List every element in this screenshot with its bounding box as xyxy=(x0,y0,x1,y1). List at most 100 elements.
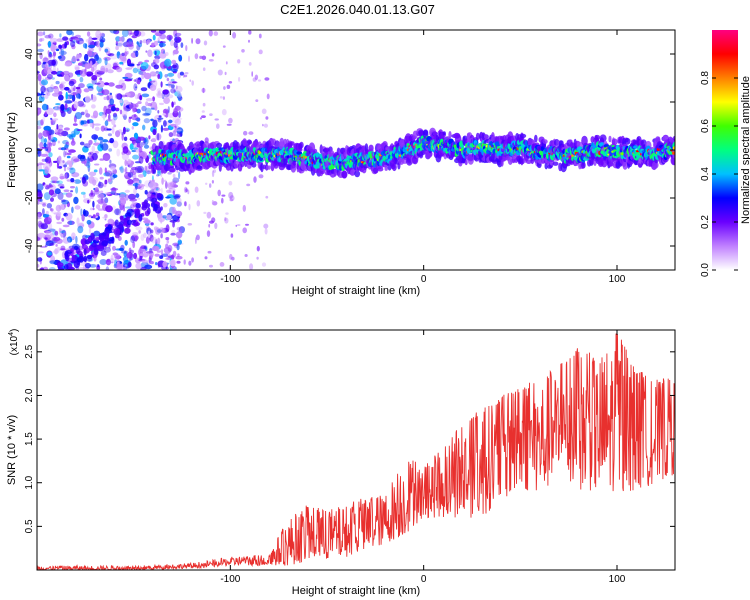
heatmap-cell xyxy=(173,30,178,38)
heatmap-cell xyxy=(57,262,64,268)
heatmap-cell xyxy=(187,223,193,226)
heatmap-cell xyxy=(57,191,64,200)
heatmap-cell xyxy=(94,126,100,131)
heatmap-cell xyxy=(86,31,91,37)
heatmap-cell xyxy=(177,117,183,120)
heatmap-cell xyxy=(121,133,124,141)
heatmap-cell xyxy=(373,167,379,174)
heatmap-cell xyxy=(166,240,170,244)
heatmap-cell xyxy=(50,117,53,120)
heatmap-cell xyxy=(63,150,66,158)
heatmap-cell xyxy=(56,124,59,130)
heatmap-cell xyxy=(160,81,163,88)
heatmap-cell xyxy=(168,132,174,138)
colorbar-label: Normalized spectral amplitude xyxy=(740,76,750,224)
heatmap-cell xyxy=(42,203,46,207)
heatmap-cell xyxy=(177,253,180,257)
heatmap-cell xyxy=(132,147,138,150)
heatmap-cell xyxy=(167,182,174,190)
heatmap-cell xyxy=(102,153,111,161)
heatmap-cell xyxy=(60,233,64,238)
heatmap-cell xyxy=(475,132,480,141)
heatmap-cell xyxy=(135,168,144,173)
heatmap-cell xyxy=(141,93,150,98)
heatmap-cell xyxy=(41,146,48,149)
heatmap-cell xyxy=(262,123,264,127)
heatmap-cell xyxy=(160,48,166,54)
spectrogram-panel: -100 0 100 -40 -20 0 20 40 Height of straight l… xyxy=(6,29,676,297)
heatmap-cell xyxy=(176,218,180,223)
heatmap-cell xyxy=(94,54,99,61)
heatmap-cell xyxy=(144,264,153,270)
heatmap-cell xyxy=(165,257,172,260)
heatmap-cell xyxy=(124,78,133,82)
heatmap-cell xyxy=(150,80,153,84)
heatmap-cell xyxy=(87,199,90,204)
heatmap-cell xyxy=(86,156,91,164)
heatmap-cell xyxy=(174,125,177,128)
heatmap-cell xyxy=(172,224,175,228)
heatmap-cell xyxy=(138,156,144,164)
heatmap-cell xyxy=(249,263,254,270)
heatmap-cell xyxy=(50,44,56,52)
heatmap-cell xyxy=(113,228,121,236)
heatmap-cell xyxy=(94,187,99,193)
heatmap-cell xyxy=(178,226,185,234)
heatmap-cell xyxy=(160,249,163,253)
heatmap-cell xyxy=(194,186,199,193)
heatmap-cell xyxy=(221,194,226,197)
heatmap-cell xyxy=(48,222,53,230)
heatmap-cell xyxy=(131,149,137,153)
heatmap-cell xyxy=(77,40,80,44)
heatmap-cell xyxy=(57,183,65,187)
heatmap-cell xyxy=(73,260,81,269)
heatmap-cell xyxy=(63,212,69,217)
heatmap-cell xyxy=(71,206,74,214)
heatmap-cell xyxy=(124,171,132,180)
heatmap-cell xyxy=(61,130,69,137)
heatmap-cell xyxy=(101,143,109,151)
heatmap-cell xyxy=(81,214,85,222)
heatmap-cell xyxy=(88,44,95,49)
heatmap-cell xyxy=(209,264,213,268)
heatmap-cell xyxy=(46,73,53,80)
heatmap-cell xyxy=(115,107,120,112)
heatmap-cell xyxy=(77,267,86,270)
heatmap-cell xyxy=(116,263,123,270)
heatmap-cell xyxy=(202,102,206,107)
heatmap-cell xyxy=(136,143,141,148)
heatmap-cell xyxy=(64,62,72,67)
heatmap-cell xyxy=(91,134,99,140)
heatmap-cell xyxy=(57,55,62,59)
heatmap-cell xyxy=(83,158,90,167)
heatmap-cell xyxy=(102,216,108,219)
heatmap-cell xyxy=(89,207,94,211)
heatmap-cell xyxy=(73,245,79,250)
heatmap-cell xyxy=(103,127,109,132)
heatmap-cell xyxy=(43,230,52,234)
heatmap-cell xyxy=(87,88,94,92)
heatmap-cell xyxy=(206,211,212,219)
heatmap-cell xyxy=(41,79,48,86)
heatmap-cell xyxy=(170,39,174,47)
heatmap-cell xyxy=(58,91,63,96)
heatmap-cell xyxy=(65,173,68,180)
heatmap-cell xyxy=(232,32,237,39)
heatmap-cell xyxy=(79,222,84,226)
heatmap-cell xyxy=(391,163,397,172)
heatmap-cell xyxy=(127,77,133,81)
heatmap-cell xyxy=(157,132,160,141)
heatmap-cell xyxy=(43,192,51,201)
heatmap-cell xyxy=(111,126,115,134)
heatmap-cell xyxy=(43,217,52,225)
heatmap-cell xyxy=(37,74,42,82)
heatmap-cell xyxy=(68,72,74,78)
heatmap-cell xyxy=(42,266,49,270)
heatmap-cell xyxy=(175,255,183,260)
heatmap-cell xyxy=(155,133,162,141)
heatmap-cell xyxy=(46,92,51,96)
heatmap-cell xyxy=(158,227,165,234)
heatmap-cell xyxy=(134,30,139,37)
heatmap-cell xyxy=(136,108,141,114)
heatmap-cell xyxy=(44,34,52,39)
